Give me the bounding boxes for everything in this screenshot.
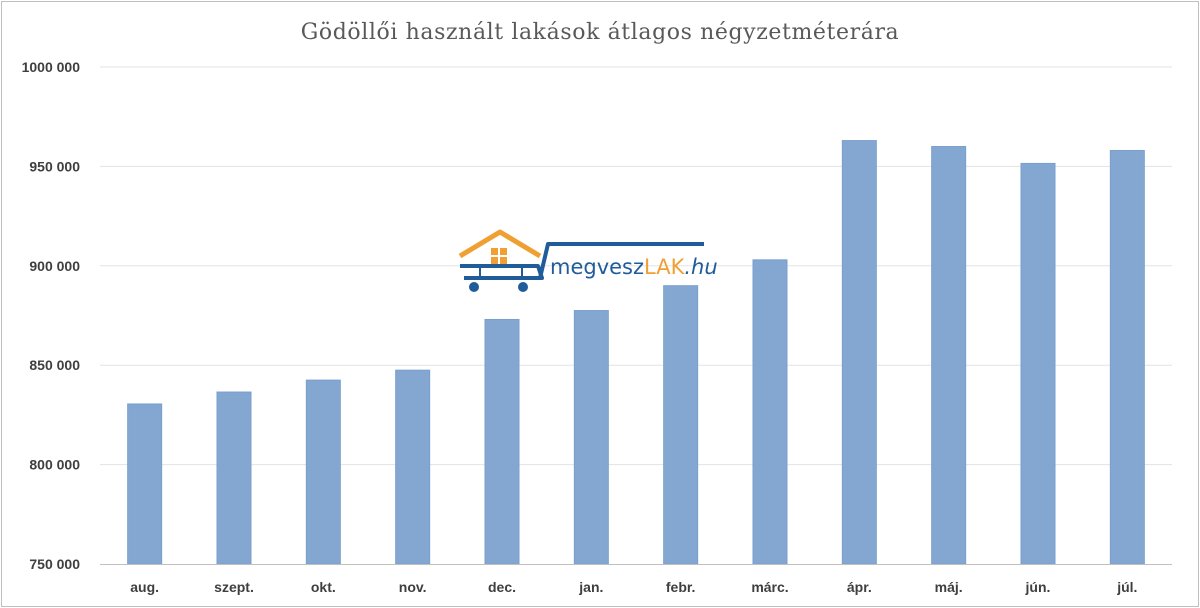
x-tick-label: nov. bbox=[399, 579, 427, 595]
bar bbox=[484, 318, 520, 565]
bar bbox=[305, 379, 341, 565]
cart-wheel-right-icon bbox=[518, 282, 528, 292]
cart-handle-icon bbox=[538, 242, 704, 279]
gridlines bbox=[100, 66, 1172, 466]
y-tick-label: 1000 000 bbox=[22, 59, 81, 75]
logo-text-main: megvesz bbox=[550, 255, 644, 279]
logo-text: megveszLAK.hu bbox=[550, 255, 718, 279]
bar bbox=[573, 310, 609, 565]
y-tick-label: 950 000 bbox=[29, 158, 80, 174]
x-tick-label: márc. bbox=[751, 579, 788, 595]
x-tick-label: aug. bbox=[130, 579, 159, 595]
y-tick-label: 750 000 bbox=[29, 556, 80, 572]
bar bbox=[1020, 162, 1056, 565]
x-tick-label: máj. bbox=[935, 579, 963, 595]
house-roof-icon bbox=[458, 229, 542, 259]
y-tick-label: 850 000 bbox=[29, 357, 80, 373]
x-tick-label: jún. bbox=[1025, 579, 1051, 595]
x-tick-label: okt. bbox=[311, 579, 336, 595]
megveszlak-logo: megveszLAK.hu bbox=[458, 229, 718, 292]
x-tick-label: dec. bbox=[488, 579, 516, 595]
logo-text-suffix: .hu bbox=[684, 255, 717, 279]
bar bbox=[931, 146, 967, 565]
bars bbox=[127, 140, 1145, 565]
x-tick-label: júl. bbox=[1116, 579, 1137, 595]
bar bbox=[1109, 149, 1145, 565]
x-tick-label: szept. bbox=[214, 579, 254, 595]
y-tick-label: 900 000 bbox=[29, 258, 80, 274]
house-window-icon bbox=[491, 248, 507, 264]
x-tick-label: febr. bbox=[666, 579, 696, 595]
cart-basket-icon bbox=[460, 264, 544, 280]
bar bbox=[127, 403, 163, 565]
logo-text-accent: LAK bbox=[644, 255, 686, 279]
bar bbox=[752, 259, 788, 565]
y-tick-label: 800 000 bbox=[29, 457, 80, 473]
bar bbox=[216, 391, 252, 565]
x-tick-label: ápr. bbox=[847, 579, 872, 595]
bar bbox=[395, 369, 431, 565]
x-tick-label: jan. bbox=[578, 579, 603, 595]
y-axis-ticks: 750 000 800 000 850 000 900 000 950 000 1000 … bbox=[22, 59, 81, 572]
cart-wheel-left-icon bbox=[469, 282, 479, 292]
chart-title: Gödöllői használt lakások átlagos négyze… bbox=[301, 20, 900, 45]
x-axis-ticks: aug. szept. okt. nov. dec. jan. febr. márc. ápr.… bbox=[130, 579, 1137, 595]
bar bbox=[663, 285, 699, 565]
bar bbox=[841, 140, 877, 565]
